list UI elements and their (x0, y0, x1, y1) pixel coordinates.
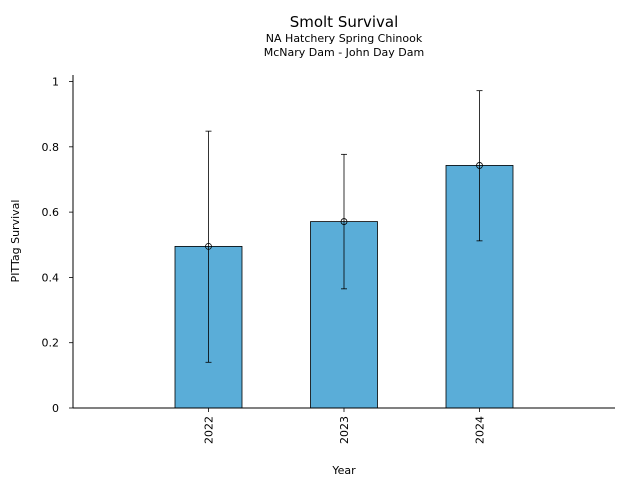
x-tick-label-2023: 2023 (338, 416, 351, 444)
y-tick-label-3: 0.6 (42, 206, 60, 219)
y-axis-label: PITTag Survival (9, 200, 22, 283)
y-tick-label-2: 0.4 (42, 271, 60, 284)
x-ticks-layer: 2022 2023 2024 (203, 408, 487, 444)
y-tick-label-0: 0 (52, 402, 59, 415)
point-marker-2024 (476, 162, 483, 169)
point-marker-2023 (340, 218, 348, 225)
point-marker-2022 (205, 242, 212, 250)
chart-subtitle-line-2: McNary Dam - John Day Dam (263, 46, 425, 59)
chart-title: Smolt Survival (289, 13, 399, 31)
y-tick-label-5: 1 (52, 76, 59, 89)
y-ticks-layer: 0 0.2 0.4 0.6 0.8 1 (42, 76, 73, 415)
x-tick-label-2024: 2024 (474, 416, 487, 444)
chart-subtitle-line-1: NA Hatchery Spring Chinook (265, 32, 423, 45)
error-bars-layer (205, 90, 483, 363)
x-axis-label: Year (331, 464, 356, 477)
y-tick-label-4: 0.8 (42, 141, 60, 154)
x-tick-label-2022: 2022 (203, 416, 216, 444)
y-tick-label-1: 0.2 (42, 337, 60, 350)
